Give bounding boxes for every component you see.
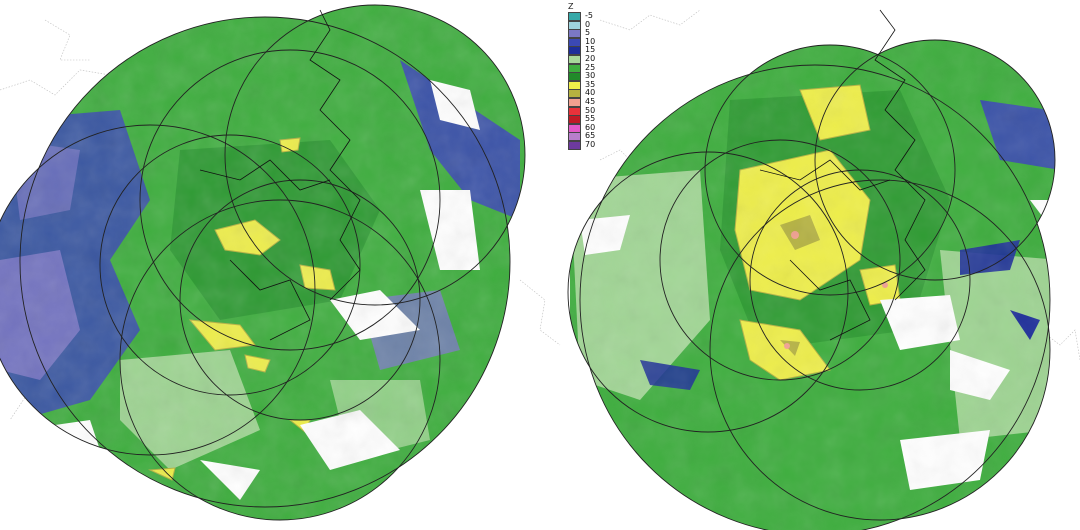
legend-label: 50 [585,105,596,115]
legend-entry: 25 [568,62,612,73]
legend-label: 65 [585,131,596,141]
legend-swatch [568,29,581,39]
legend-label: 20 [585,54,596,63]
legend-entry: 60 [568,122,612,133]
legend-entry: 45 [568,97,612,107]
legend-entry: 70 [568,140,612,150]
legend-swatch [568,98,581,107]
legend-title: Z [568,2,574,11]
right-radar-mosaic [567,9,1056,530]
legend-swatch [568,63,581,73]
legend-entry: 55 [568,114,612,125]
legend-swatch [568,55,581,64]
legend-entry: 5 [568,28,612,39]
legend-swatch [568,20,581,30]
legend-entry: 35 [568,79,612,90]
color-scale-legend: Z -5 0 5 10 15 20 25 30 35 40 45 50 55 60 65 70 [566,2,610,152]
legend-label: 0 [585,19,591,29]
legend-entry: 50 [568,105,612,116]
legend-swatch [568,123,581,133]
legend-label: 70 [585,140,596,149]
legend-label: 60 [585,122,596,132]
legend-swatch [568,12,581,21]
legend-entry: 10 [568,36,612,47]
left-radar-mosaic [0,4,526,521]
legend-entry: 30 [568,71,612,82]
legend-entry: 65 [568,131,612,142]
legend-label: 25 [585,62,596,72]
legend-entry: 15 [568,45,612,56]
legend-label: -5 [585,11,593,20]
legend-label: 10 [585,36,596,46]
legend-swatch [568,106,581,116]
legend-entry: -5 [568,11,612,21]
legend-label: 15 [585,45,596,55]
legend-entry: 0 [568,19,612,30]
legend-label: 35 [585,79,596,89]
legend-label: 30 [585,71,596,81]
legend-label: 55 [585,114,596,124]
legend-swatch [568,46,581,56]
legend-label: 40 [585,88,596,98]
legend-swatch [568,72,581,82]
legend-label: 5 [585,28,591,38]
legend-swatch [568,89,581,99]
legend-swatch [568,80,581,90]
basemap-outline-right [599,9,1080,361]
legend-entry: 40 [568,88,612,99]
legend-swatch [568,115,581,125]
legend-entry: 20 [568,54,612,64]
legend-label: 45 [585,97,596,106]
legend-swatch [568,141,581,150]
legend-swatch [568,132,581,142]
legend-swatch [568,37,581,47]
